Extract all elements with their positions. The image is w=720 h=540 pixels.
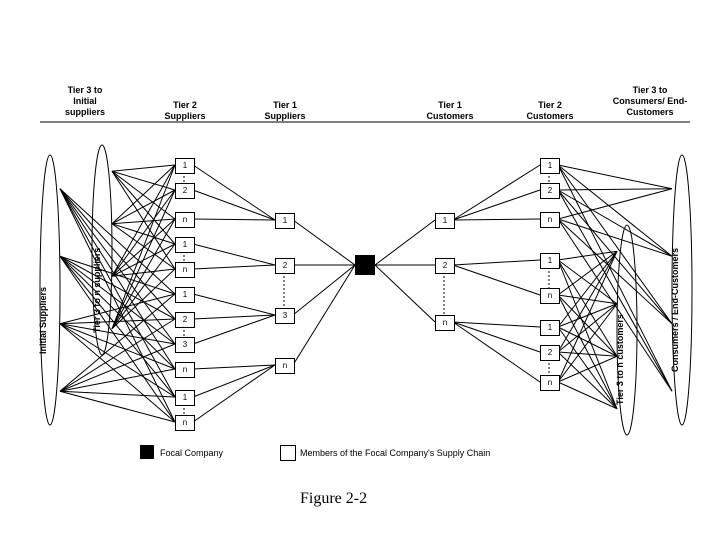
tier2-cus-node: n <box>540 212 560 228</box>
tier1-sup-node: n <box>275 358 295 374</box>
tier1-cus-node: 2 <box>435 258 455 274</box>
tier2-cus-node: 1 <box>540 253 560 269</box>
tier1-cus-node: n <box>435 315 455 331</box>
tier1-cus-node: 1 <box>435 213 455 229</box>
legend-member-sq <box>280 445 296 461</box>
tier2-cus-node: 1 <box>540 158 560 174</box>
vlabel-consumers: Consumers / End-Customers <box>670 230 680 390</box>
vlabel-t3n-sup: Tier 3 to n suppliers <box>92 220 102 360</box>
hdr-tier1-cus: Tier 1 Customers <box>415 100 485 122</box>
tier2-cus-node: n <box>540 375 560 391</box>
tier2-sup-node: n <box>175 212 195 228</box>
vlabel-initial-sup: Initial Suppliers <box>38 260 48 380</box>
legend-focal-text: Focal Company <box>160 448 223 458</box>
legend-focal-sq <box>140 445 154 459</box>
tier2-cus-node: 1 <box>540 320 560 336</box>
hdr-tier3-right: Tier 3 to Consumers/ End-Customers <box>610 85 690 117</box>
hdr-tier1-sup: Tier 1 Suppliers <box>255 100 315 122</box>
tier2-sup-node: 1 <box>175 158 195 174</box>
tier1-sup-node: 1 <box>275 213 295 229</box>
tier2-sup-node: n <box>175 362 195 378</box>
tier1-sup-node: 2 <box>275 258 295 274</box>
figure-caption: Figure 2-2 <box>300 490 367 508</box>
tier2-cus-node: 2 <box>540 345 560 361</box>
vlabel-t3n-cus: Tier 3 to n customers <box>615 290 625 430</box>
tier1-sup-node: 3 <box>275 308 295 324</box>
tier2-cus-node: 2 <box>540 183 560 199</box>
tier2-sup-node: 1 <box>175 237 195 253</box>
focal-company-node <box>355 255 375 275</box>
tier2-sup-node: 2 <box>175 183 195 199</box>
tier2-cus-node: n <box>540 288 560 304</box>
tier2-sup-node: 1 <box>175 287 195 303</box>
hdr-tier3-left: Tier 3 to Initial suppliers <box>55 85 115 117</box>
tier2-sup-node: 2 <box>175 312 195 328</box>
tier2-sup-node: 3 <box>175 337 195 353</box>
hdr-tier2-sup: Tier 2 Suppliers <box>155 100 215 122</box>
tier2-sup-node: 1 <box>175 390 195 406</box>
legend-member-text: Members of the Focal Company's Supply Ch… <box>300 448 490 458</box>
tier2-sup-node: n <box>175 262 195 278</box>
tier2-sup-node: n <box>175 415 195 431</box>
hdr-tier2-cus: Tier 2 Customers <box>515 100 585 122</box>
